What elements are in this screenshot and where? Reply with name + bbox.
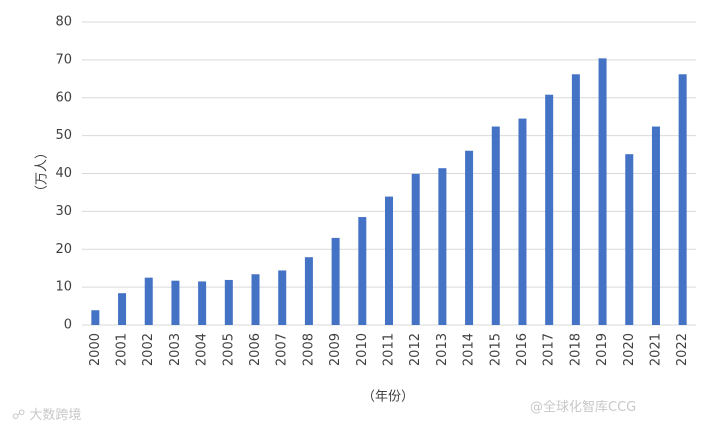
x-tick-label: 2004 (195, 333, 210, 366)
bar-2018 (571, 74, 580, 325)
x-tick-label: 2006 (248, 333, 263, 366)
y-axis-title: （万人） (35, 146, 50, 198)
y-tick-label: 30 (55, 204, 72, 219)
bar-2010 (358, 217, 367, 325)
bar-2001 (118, 293, 127, 325)
bar-2012 (411, 173, 420, 325)
bar-2002 (144, 277, 153, 325)
bar-2019 (598, 58, 607, 326)
x-tick-label: 2013 (435, 333, 450, 366)
bar-2013 (438, 168, 447, 325)
bar-2021 (651, 126, 660, 325)
bar-2003 (171, 280, 180, 325)
x-axis-title: （年份） (362, 390, 414, 405)
watermark-icon: ☍ (12, 408, 26, 423)
bar-2020 (625, 154, 634, 325)
x-tick-label: 2019 (595, 333, 610, 366)
bars (91, 58, 687, 326)
y-tick-label: 70 (55, 52, 72, 67)
x-tick-label: 2009 (328, 333, 343, 366)
x-tick-label: 2010 (355, 333, 370, 366)
gridlines (82, 21, 696, 326)
x-tick-label: 2017 (542, 333, 557, 366)
x-tick-label: 2015 (488, 333, 503, 366)
y-tick-label: 10 (55, 280, 72, 295)
bar-2007 (278, 270, 287, 325)
x-tick-label: 2016 (515, 333, 530, 366)
y-tick-label: 40 (55, 166, 72, 181)
bar-2008 (304, 257, 313, 325)
x-tick-label: 2012 (408, 333, 423, 366)
bar-2015 (491, 126, 500, 325)
y-tick-label: 50 (55, 128, 72, 143)
bar-2011 (385, 196, 393, 325)
bar-2006 (251, 274, 260, 325)
x-tick-label: 2022 (675, 333, 690, 366)
y-tick-label: 20 (55, 242, 72, 257)
y-tick-label: 80 (55, 15, 72, 30)
watermark-left: ☍ 大数跨境 (12, 404, 81, 423)
bar-2022 (678, 74, 687, 325)
x-tick-label: 2003 (168, 333, 183, 366)
y-axis-ticks: 0 10 20 30 40 50 60 70 80 (55, 15, 72, 333)
bar-2016 (518, 118, 527, 325)
y-tick-label: 60 (55, 90, 72, 105)
x-tick-label: 2020 (622, 333, 637, 366)
x-tick-label: 2001 (115, 333, 130, 366)
bar-2005 (224, 279, 233, 325)
x-tick-label: 2000 (88, 333, 103, 366)
x-axis-ticks: 2000 2001 2002 2003 2004 2005 2006 2007 2008 2009… (88, 333, 690, 366)
x-tick-label: 2021 (648, 333, 663, 366)
x-tick-label: 2007 (275, 333, 290, 366)
bar-2017 (545, 94, 554, 325)
x-tick-label: 2018 (568, 333, 583, 366)
bar-2000 (91, 310, 100, 325)
x-tick-label: 2014 (462, 333, 477, 366)
bar-2009 (331, 237, 340, 325)
x-tick-label: 2011 (382, 333, 397, 366)
bar-2014 (465, 150, 474, 325)
watermark-left-text: 大数跨境 (29, 408, 82, 423)
watermark-right: @全球化智库CCG (530, 400, 637, 415)
bar-2004 (198, 281, 207, 325)
x-tick-label: 2002 (141, 333, 156, 366)
x-tick-label: 2008 (301, 333, 316, 366)
y-tick-label: 0 (64, 318, 72, 333)
x-tick-label: 2005 (221, 333, 236, 366)
